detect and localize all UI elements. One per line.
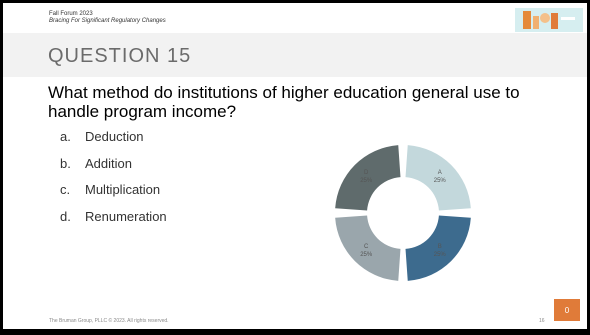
option-letter: b. xyxy=(60,155,71,171)
response-donut-chart: A 25% B 25% C 25% D 25% xyxy=(335,145,471,281)
donut-segment-a xyxy=(405,145,471,211)
donut-percent-label: 25% xyxy=(360,252,373,258)
donut-segment-c xyxy=(335,215,401,281)
question-text: What method do institutions of higher ed… xyxy=(48,83,520,121)
forum-logo xyxy=(515,8,583,32)
page-number: 16 xyxy=(539,318,545,324)
event-header: Fall Forum 2023 Bracing For Significant … xyxy=(49,11,166,25)
donut-category-label: C xyxy=(364,244,369,250)
donut-segment-d xyxy=(335,145,401,211)
option-c: c. Multiplication xyxy=(60,182,167,209)
option-letter: a. xyxy=(60,129,71,144)
event-title: Fall Forum 2023 xyxy=(49,11,93,17)
option-letter: c. xyxy=(60,182,71,197)
donut-category-label: B xyxy=(438,244,442,250)
event-subtitle: Bracing For Significant Regulatory Chang… xyxy=(49,18,166,24)
donut-segment-b xyxy=(405,215,471,281)
question-number: QUESTION 15 xyxy=(48,45,192,67)
donut-percent-label: 25% xyxy=(434,252,447,258)
slide: Fall Forum 2023 Bracing For Significant … xyxy=(3,3,587,329)
option-a: a. Deduction xyxy=(60,129,167,156)
donut-percent-label: 25% xyxy=(360,178,373,184)
option-text: Renumeration xyxy=(85,208,167,224)
donut-category-label: A xyxy=(438,170,442,176)
donut-category-label: D xyxy=(364,170,369,176)
title-band: QUESTION 15 xyxy=(3,33,587,77)
donut-percent-label: 25% xyxy=(434,178,447,184)
copyright-footer: The Bruman Group, PLLC © 2023. All right… xyxy=(49,318,169,324)
option-letter: d. xyxy=(60,208,71,224)
option-text: Multiplication xyxy=(85,182,161,197)
option-b: b. Addition xyxy=(60,156,167,183)
option-text: Addition xyxy=(85,155,132,171)
option-d: d. Renumeration xyxy=(60,209,167,236)
response-counter: 0 xyxy=(554,299,580,321)
option-text: Deduction xyxy=(85,129,144,144)
answer-options: a. Deduction b. Addition c. Multiplicati… xyxy=(60,129,167,235)
